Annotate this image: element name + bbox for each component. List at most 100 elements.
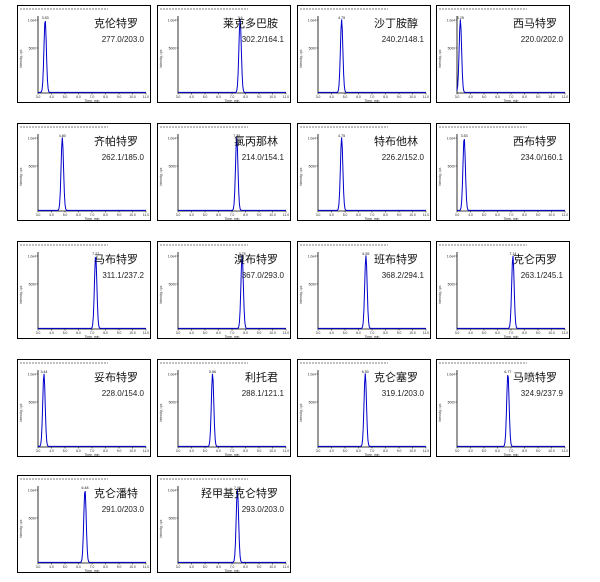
mrm-transition: 293.0/203.0 <box>241 505 284 514</box>
x-tick-label: 7.0 <box>230 565 235 569</box>
chromatogram-panel: Intensity, cps 1.0e4 5000 3.0 4.0 5.0 6.0 7.0 8.… <box>297 123 431 221</box>
chromatogram-plot: Intensity, cps 1.0e4 5000 3.0 4.0 5.0 6.0 7.0 8.… <box>19 8 149 102</box>
chromatogram-trace <box>456 19 565 93</box>
mrm-transition: 319.1/203.0 <box>381 389 424 398</box>
chromatogram-plot: Intensity, cps 1.0e4 5000 3.0 4.0 5.0 6.0 7.0 8.… <box>438 8 568 102</box>
x-tick-label: 6.0 <box>495 331 500 335</box>
x-tick-label: 10.0 <box>409 95 416 99</box>
x-tick-label: 6.0 <box>76 213 81 217</box>
x-tick-label: 7.0 <box>90 95 95 99</box>
y-tick-label: 1.0e4 <box>168 255 176 259</box>
x-tick-label: 9.0 <box>397 449 402 453</box>
x-tick-label: 10.0 <box>269 565 276 569</box>
x-tick-label: 6.0 <box>356 95 361 99</box>
y-axis-label: Intensity, cps <box>438 403 442 422</box>
y-tick-label: 1.0e4 <box>308 137 316 141</box>
x-tick-label: 6.0 <box>76 331 81 335</box>
y-tick-label: 5000 <box>448 165 456 169</box>
y-tick-label: 5000 <box>448 47 456 51</box>
peak-rt-label: 7.6 <box>238 16 243 20</box>
x-tick-label: 4.0 <box>329 213 334 217</box>
chromatogram-plot: Intensity, cps 1.0e4 5000 3.0 4.0 5.0 6.0 7.0 8.… <box>438 126 568 220</box>
mrm-transition: 277.0/203.0 <box>101 35 144 44</box>
x-tick-label: 4.0 <box>468 95 473 99</box>
y-tick-label: 1.0e4 <box>447 255 455 259</box>
peak-rt-label: 3.53 <box>42 16 49 20</box>
x-tick-label: 9.0 <box>257 331 262 335</box>
x-tick-label: 10.0 <box>269 331 276 335</box>
x-tick-label: 8.0 <box>103 565 108 569</box>
compound-name: 特布他林 <box>374 135 418 148</box>
x-tick-label: 6.0 <box>356 331 361 335</box>
peak-rt-label: 3.53 <box>461 134 468 138</box>
chromatogram-plot: Intensity, cps 1.0e4 5000 3.0 4.0 5.0 6.0 7.0 8.… <box>299 362 429 456</box>
x-tick-label: 5.0 <box>482 449 487 453</box>
y-tick-label: 5000 <box>309 401 317 405</box>
x-tick-label: 3.0 <box>36 331 41 335</box>
chromatogram-panel: Intensity, cps 1.0e4 5000 3.0 4.0 5.0 6.0 7.0 8.… <box>436 123 570 221</box>
x-tick-label: 6.0 <box>216 565 221 569</box>
x-tick-label: 4.0 <box>189 95 194 99</box>
compound-name: 克仑丙罗 <box>513 253 557 266</box>
y-axis-label: Intensity, cps <box>19 519 23 538</box>
x-tick-label: 4.0 <box>49 331 54 335</box>
x-tick-label: 5.0 <box>63 449 68 453</box>
x-tick-label: 8.0 <box>383 213 388 217</box>
x-tick-label: 8.0 <box>522 213 527 217</box>
x-tick-label: 10.0 <box>548 449 555 453</box>
mrm-transition: 302.2/164.1 <box>241 35 284 44</box>
x-tick-label: 5.0 <box>63 565 68 569</box>
x-tick-label: 3.0 <box>176 449 181 453</box>
y-tick-label: 5000 <box>169 47 177 51</box>
x-tick-label: 8.0 <box>383 95 388 99</box>
y-tick-label: 1.0e4 <box>168 489 176 493</box>
compound-name: 马布特罗 <box>94 253 138 266</box>
peak-rt-label: 4.80 <box>59 134 66 138</box>
chromatogram-trace <box>38 21 146 93</box>
chromatogram-panel: Intensity, cps 1.0e4 5000 3.0 4.0 5.0 6.0 7.0 8.… <box>17 475 151 573</box>
x-tick-label: 3.0 <box>176 331 181 335</box>
x-tick-label: 3.0 <box>176 565 181 569</box>
chromatogram-plot: Intensity, cps 1.0e4 5000 3.0 4.0 5.0 6.0 7.0 8.… <box>159 244 289 338</box>
x-tick-label: 4.0 <box>49 213 54 217</box>
x-tick-label: 6.0 <box>76 565 81 569</box>
x-axis-label: Time, min <box>85 335 100 338</box>
y-axis-label: Intensity, cps <box>438 285 442 304</box>
x-tick-label: 11.0 <box>423 95 429 99</box>
y-tick-label: 1.0e4 <box>28 489 36 493</box>
compound-name: 溴布特罗 <box>234 253 278 266</box>
x-axis-label: Time, min <box>85 453 100 456</box>
x-tick-label: 9.0 <box>536 213 541 217</box>
mrm-transition: 214.0/154.1 <box>241 153 284 162</box>
x-tick-label: 9.0 <box>397 95 402 99</box>
x-tick-label: 5.0 <box>343 449 348 453</box>
x-tick-label: 10.0 <box>129 95 136 99</box>
chromatogram-panel: Intensity, cps 1.0e4 5000 3.0 4.0 5.0 6.0 7.0 8.… <box>157 241 291 339</box>
x-tick-label: 6.0 <box>216 95 221 99</box>
x-tick-label: 3.0 <box>36 95 41 99</box>
x-tick-label: 11.0 <box>283 95 289 99</box>
x-tick-label: 4.0 <box>49 449 54 453</box>
mrm-transition: 234.0/160.1 <box>520 153 563 162</box>
y-axis-label: Intensity, cps <box>19 49 23 68</box>
x-tick-label: 6.0 <box>495 213 500 217</box>
x-tick-label: 3.0 <box>36 565 41 569</box>
x-tick-label: 5.0 <box>203 565 208 569</box>
x-tick-label: 5.0 <box>203 213 208 217</box>
peak-rt-label: 4.75 <box>338 134 345 138</box>
chromatogram-trace <box>178 489 286 563</box>
chromatogram-trace <box>178 137 286 211</box>
x-axis-label: Time, min <box>85 99 100 102</box>
chromatogram-panel: Intensity, cps 1.0e4 5000 3.0 4.0 5.0 6.0 7.0 8.… <box>157 359 291 457</box>
x-tick-label: 11.0 <box>562 213 568 217</box>
x-tick-label: 4.0 <box>468 449 473 453</box>
x-tick-label: 9.0 <box>117 213 122 217</box>
y-tick-label: 5000 <box>169 165 177 169</box>
x-tick-label: 4.0 <box>49 565 54 569</box>
chromatogram-plot: Intensity, cps 1.0e4 5000 3.0 4.0 5.0 6.0 7.0 8.… <box>159 362 289 456</box>
chromatogram-trace <box>38 491 146 563</box>
y-tick-label: 5000 <box>448 401 456 405</box>
x-tick-label: 6.0 <box>216 449 221 453</box>
compound-name: 克伦特罗 <box>94 17 138 30</box>
